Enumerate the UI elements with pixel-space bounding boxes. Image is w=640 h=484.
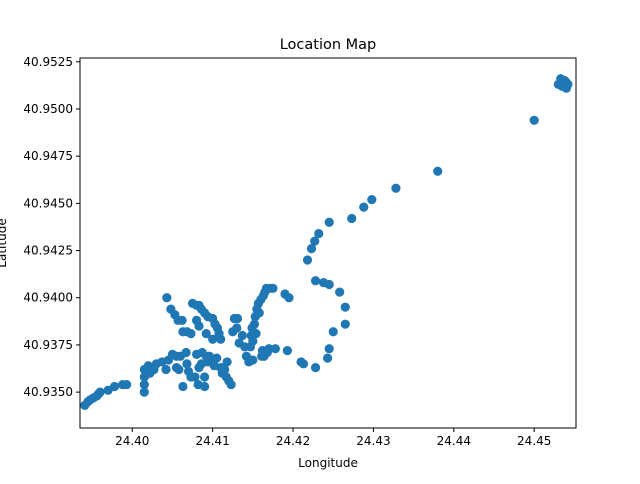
data-point — [109, 381, 120, 392]
data-point — [324, 344, 334, 354]
data-point — [139, 379, 149, 390]
x-axis-label: Longitude — [298, 456, 358, 470]
chart-title: Location Map — [280, 37, 377, 53]
y-tick-label: 40.9525 — [23, 55, 73, 69]
y-tick-label: 40.9400 — [23, 291, 73, 305]
data-point — [314, 228, 324, 239]
y-tick-label: 40.9350 — [23, 385, 73, 399]
data-point — [194, 321, 204, 331]
y-tick-label: 40.9475 — [23, 149, 73, 163]
data-point — [200, 381, 210, 392]
data-point — [162, 293, 172, 303]
x-ticks: 24.40 24.41 24.42 24.43 24.44 24.45 — [115, 428, 551, 448]
data-point — [251, 329, 261, 339]
data-point — [249, 319, 260, 329]
data-point — [248, 355, 258, 365]
x-tick-label: 24.43 — [356, 434, 390, 448]
data-point — [177, 315, 187, 325]
data-point — [122, 379, 132, 390]
data-point — [190, 372, 200, 382]
data-point — [391, 183, 401, 193]
x-tick-label: 24.41 — [195, 434, 229, 448]
data-point — [359, 202, 369, 212]
points-layer — [80, 74, 573, 410]
x-tick-label: 24.44 — [437, 434, 471, 448]
data-point — [264, 344, 274, 354]
plot-frame — [79, 57, 577, 429]
data-point — [347, 213, 357, 224]
data-point — [335, 287, 345, 297]
data-point — [95, 387, 105, 397]
data-point — [232, 313, 243, 324]
data-point — [284, 293, 294, 303]
data-point — [208, 334, 218, 344]
y-ticks: 40.9350 40.9375 40.9400 40.9425 40.9450 40.94… — [23, 55, 80, 399]
data-point — [302, 255, 313, 265]
data-point — [270, 344, 280, 354]
data-point — [310, 362, 321, 373]
y-tick-label: 40.9425 — [23, 244, 73, 258]
data-point — [220, 364, 230, 375]
data-point — [232, 323, 242, 333]
data-point — [181, 347, 191, 358]
data-point — [340, 302, 350, 312]
y-tick-label: 40.9375 — [23, 338, 73, 352]
x-tick-label: 24.45 — [517, 434, 551, 448]
data-point — [161, 364, 171, 375]
data-point — [298, 359, 309, 369]
data-point — [340, 319, 350, 329]
y-tick-label: 40.9450 — [23, 196, 73, 210]
data-point — [433, 166, 443, 176]
data-point — [178, 381, 188, 392]
data-point — [254, 308, 264, 318]
data-point — [328, 327, 338, 337]
data-point — [318, 278, 329, 288]
data-point — [139, 387, 149, 397]
data-point — [200, 372, 210, 382]
data-point — [367, 194, 377, 205]
y-axis-label: Latitude — [0, 218, 9, 267]
data-point — [268, 283, 278, 293]
data-point — [248, 336, 258, 346]
data-point — [186, 329, 196, 339]
data-point — [310, 276, 321, 286]
data-point — [282, 346, 292, 356]
data-point — [324, 217, 334, 227]
data-point — [563, 79, 573, 90]
data-point — [529, 115, 539, 125]
data-point — [182, 359, 192, 369]
x-tick-label: 24.42 — [276, 434, 310, 448]
data-point — [306, 244, 317, 254]
y-tick-label: 40.9500 — [23, 102, 73, 116]
data-point — [310, 236, 320, 246]
data-point — [212, 353, 222, 363]
data-point — [323, 353, 333, 363]
data-point — [174, 364, 184, 375]
data-point — [237, 330, 247, 341]
data-point — [216, 334, 226, 344]
data-point — [201, 329, 211, 339]
x-tick-label: 24.40 — [115, 434, 149, 448]
data-point — [222, 357, 232, 367]
data-point — [226, 379, 236, 390]
